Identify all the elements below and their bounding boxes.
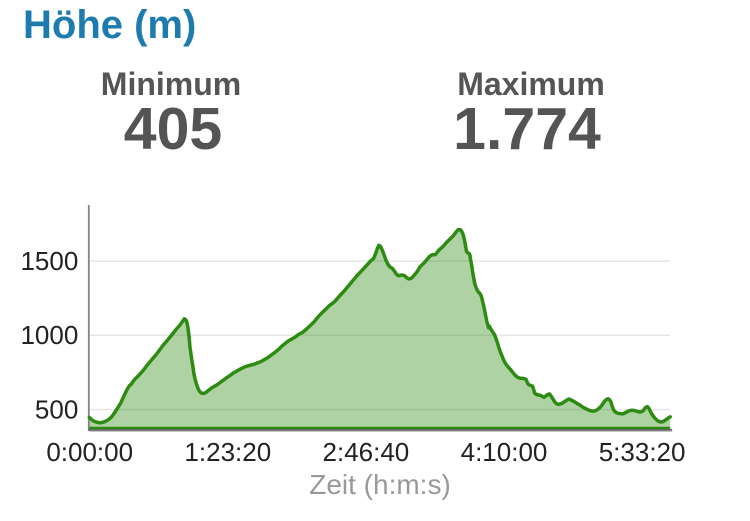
svg-text:4:10:00: 4:10:00 [461, 437, 548, 467]
svg-text:0:00:00: 0:00:00 [46, 437, 133, 467]
svg-text:500: 500 [35, 395, 78, 425]
svg-text:1500: 1500 [20, 246, 78, 276]
svg-text:5:33:20: 5:33:20 [599, 437, 686, 467]
svg-text:1:23:20: 1:23:20 [184, 437, 271, 467]
svg-text:Zeit (h:m:s): Zeit (h:m:s) [309, 469, 451, 500]
svg-text:1000: 1000 [20, 320, 78, 350]
svg-text:2:46:40: 2:46:40 [323, 437, 410, 467]
